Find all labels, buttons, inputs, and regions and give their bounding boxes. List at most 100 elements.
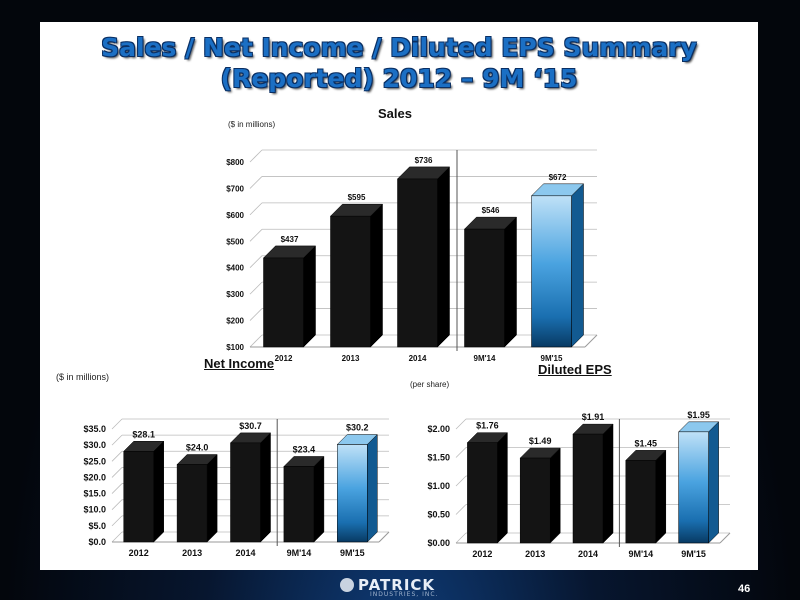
bar-side xyxy=(206,453,218,543)
bar xyxy=(572,433,604,544)
y-tick-label: $20.0 xyxy=(83,472,106,482)
bar xyxy=(467,442,498,544)
floor-edge xyxy=(584,334,598,348)
diluted-eps-chart: $0.00 $0.50 $1.00 $1.50 $2.00 $1.76 2012 $1.49 2… xyxy=(400,360,740,559)
bar-side xyxy=(708,421,719,544)
bar xyxy=(397,178,438,348)
data-label: $23.4 xyxy=(293,444,316,454)
bar-side xyxy=(437,166,450,348)
data-label: $672 xyxy=(549,173,567,182)
y-tick-label: $500 xyxy=(226,237,244,246)
gridline-depth xyxy=(455,532,467,544)
bar-side xyxy=(153,440,164,543)
y-tick-label: $0.50 xyxy=(427,510,450,520)
gridline-depth xyxy=(111,418,123,430)
unit-label: ($ in millions) xyxy=(56,372,110,382)
logo-text: PATRICK xyxy=(358,576,436,594)
gridline-depth xyxy=(249,281,263,295)
gridline-depth xyxy=(111,483,123,494)
data-label: $1.91 xyxy=(582,412,605,422)
gridline-depth xyxy=(249,149,263,163)
y-tick-label: $15.0 xyxy=(83,489,106,499)
bar xyxy=(263,257,304,348)
y-tick-label: $5.0 xyxy=(88,521,106,531)
gridline-depth xyxy=(455,475,467,487)
bar xyxy=(531,195,572,348)
gridline-depth xyxy=(111,515,123,527)
bar-side xyxy=(655,449,667,544)
gridline-depth xyxy=(111,531,123,543)
gridline-depth xyxy=(111,467,123,478)
slide-canvas: Sales / Net Income / Diluted EPS Summary… xyxy=(40,22,758,570)
chart-title: Diluted EPS xyxy=(538,362,612,377)
gridline-depth xyxy=(249,308,263,321)
bar xyxy=(678,431,709,544)
gridline-depth xyxy=(455,418,467,430)
gridline-depth xyxy=(249,176,263,189)
x-tick-label: 9M'15 xyxy=(681,549,706,559)
y-tick-label: $800 xyxy=(226,158,244,167)
bar xyxy=(230,442,261,543)
x-tick-label: 9M'15 xyxy=(541,354,563,363)
x-tick-label: 2013 xyxy=(342,354,360,363)
x-tick-label: 9M'14 xyxy=(287,548,312,558)
unit-label: ($ in millions) xyxy=(228,120,276,129)
x-tick-label: 2012 xyxy=(129,548,149,558)
data-label: $1.49 xyxy=(529,436,552,446)
bar-side xyxy=(303,245,316,348)
y-tick-label: $0.0 xyxy=(88,537,106,547)
bar-side xyxy=(602,423,614,544)
bar-side xyxy=(370,203,383,348)
x-tick-label: 2014 xyxy=(409,354,427,363)
y-tick-label: $1.00 xyxy=(427,481,450,491)
data-label: $736 xyxy=(415,156,433,165)
x-tick-label: 9M'14 xyxy=(474,354,496,363)
chart-title: Net Income xyxy=(204,356,275,371)
x-tick-label: 2014 xyxy=(578,549,598,559)
company-logo: PATRICK INDUSTRIES, INC. xyxy=(340,576,470,598)
gridline-depth xyxy=(249,229,263,242)
gridline-depth xyxy=(455,447,467,458)
bar xyxy=(625,460,657,544)
x-tick-label: 9M'14 xyxy=(628,549,653,559)
bar-side xyxy=(549,447,561,544)
gridline-depth xyxy=(249,255,263,268)
y-tick-label: $1.50 xyxy=(427,453,450,463)
x-tick-label: 2012 xyxy=(275,354,293,363)
y-tick-label: $30.0 xyxy=(83,440,106,450)
floor-edge xyxy=(378,531,390,543)
gridline-depth xyxy=(111,451,123,462)
bar xyxy=(176,464,208,543)
data-label: $595 xyxy=(348,193,366,202)
bar xyxy=(337,444,368,543)
y-tick-label: $200 xyxy=(226,317,244,326)
gridline-depth xyxy=(249,334,263,348)
slide-title: Sales / Net Income / Diluted EPS Summary… xyxy=(40,32,758,94)
y-tick-label: $700 xyxy=(226,184,244,193)
bar-side xyxy=(260,432,271,543)
sales-chart: $100 $200 $300 $400 $500 $600 $700 $800 $437 2012… xyxy=(200,102,620,363)
data-label: $28.1 xyxy=(132,429,155,439)
bar xyxy=(123,451,154,543)
floor-edge xyxy=(719,532,731,544)
gridline-depth xyxy=(111,499,123,510)
y-tick-label: $0.00 xyxy=(427,538,450,548)
y-tick-label: $2.00 xyxy=(427,424,450,434)
y-tick-label: $25.0 xyxy=(83,456,106,466)
chart-title: Sales xyxy=(378,106,412,121)
title-line-2: (Reported) 2012 – 9M ‘15 xyxy=(220,64,578,93)
data-label: $546 xyxy=(482,206,500,215)
bar xyxy=(464,228,505,348)
data-label: $30.7 xyxy=(239,421,262,431)
bar-side xyxy=(504,216,517,348)
title-line-1: Sales / Net Income / Diluted EPS Summary xyxy=(101,33,697,62)
bar-side xyxy=(367,433,378,543)
unit-label: (per share) xyxy=(410,380,450,389)
y-tick-label: $35.0 xyxy=(83,424,106,434)
data-label: $24.0 xyxy=(186,443,209,453)
net-income-chart: $0.0 $5.0 $10.0 $15.0 $20.0 $25.0 $30.0 $35.0 $2… xyxy=(54,352,394,558)
logo-mark-icon xyxy=(340,578,354,592)
bar-side xyxy=(497,432,508,544)
gridline-depth xyxy=(455,504,467,515)
